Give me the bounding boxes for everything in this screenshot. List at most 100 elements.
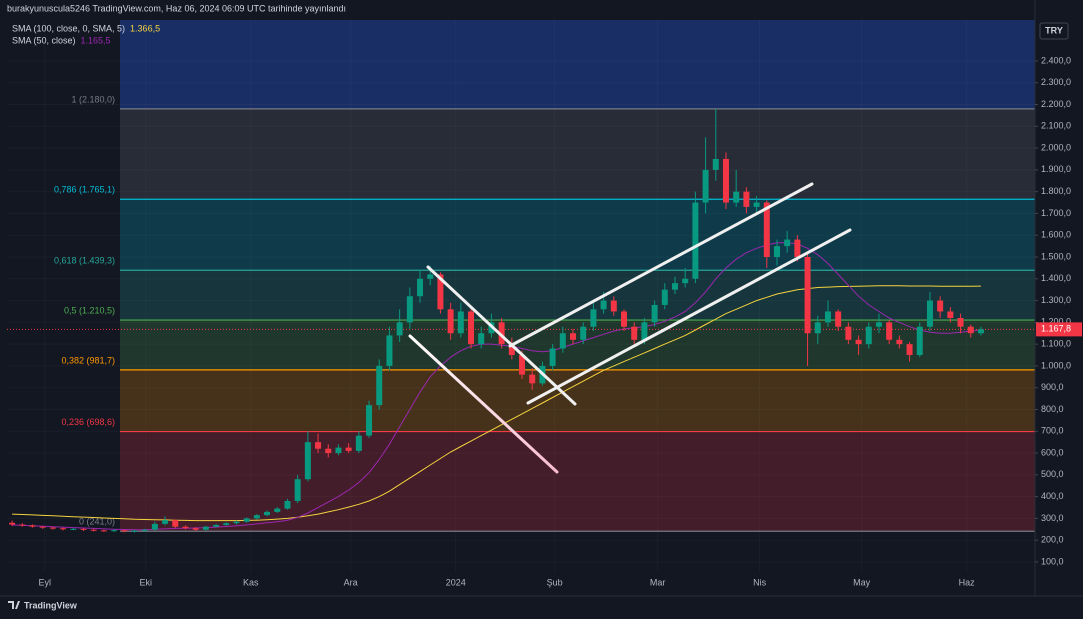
candle-body <box>621 311 628 327</box>
fib-band <box>120 431 1035 532</box>
legend-name: SMA (50, close) <box>12 35 76 45</box>
candle-body <box>70 528 77 530</box>
y-tick-label: 800,0 <box>1041 404 1064 414</box>
fib-label: 1 (2.180,0) <box>71 94 115 104</box>
candle-body <box>661 289 668 305</box>
last-price-tag <box>1036 322 1082 337</box>
y-tick-label: 700,0 <box>1041 426 1064 436</box>
candle-body <box>529 374 536 384</box>
candle-body <box>182 526 189 529</box>
candle-body <box>213 524 220 527</box>
y-tick-label: 1.400,0 <box>1041 273 1071 283</box>
fib-label: 0,382 (981,7) <box>61 355 115 365</box>
footer: TradingView <box>24 600 78 610</box>
fib-band <box>120 270 1035 321</box>
candle-body <box>172 520 179 527</box>
legend-value: 1.366,5 <box>130 23 160 33</box>
candle-body <box>804 257 811 334</box>
fib-label: 0,236 (698,6) <box>61 417 115 427</box>
fib-label: 0,786 (1.765,1) <box>54 185 115 195</box>
y-tick-label: 1.800,0 <box>1041 186 1071 196</box>
candle-body <box>366 405 373 436</box>
candle-body <box>355 435 362 451</box>
candle-body <box>192 528 199 530</box>
candle-body <box>274 508 281 512</box>
candle-body <box>325 448 332 454</box>
candle-body <box>570 333 577 340</box>
candle-body <box>559 333 566 349</box>
candle-body <box>386 335 393 366</box>
x-tick-label: Eki <box>139 577 152 587</box>
y-tick-label: 500,0 <box>1041 469 1064 479</box>
x-tick-label: 2024 <box>446 577 466 587</box>
axes: 100,0 200,0 300,0 400,0 500,0 600,0 700,0 800,0… <box>38 55 1082 587</box>
y-tick-label: 1.700,0 <box>1041 208 1071 218</box>
legend: SMA (100, close, 0, SMA, 5) 1.366,5 SMA (5… <box>12 23 160 45</box>
candle-body <box>284 500 291 509</box>
candle-body <box>49 527 56 529</box>
y-tick-label: 1.200,0 <box>1041 317 1071 327</box>
price-axis <box>1035 0 1083 596</box>
candle-body <box>692 202 699 279</box>
fib-band <box>120 108 1035 200</box>
candles <box>9 108 984 533</box>
candle-body <box>937 300 944 312</box>
candle-body <box>417 278 424 297</box>
candle-body <box>753 202 760 207</box>
currency: TRY <box>1045 25 1063 35</box>
candle-body <box>682 278 689 284</box>
fib-band <box>120 20 1035 109</box>
candle-body <box>763 202 770 258</box>
candle-body <box>376 365 383 406</box>
fib-band <box>120 199 1035 271</box>
candle-body <box>253 515 260 519</box>
candle-body <box>886 322 893 340</box>
candle-body <box>60 528 67 530</box>
y-tick-label: 1.900,0 <box>1041 164 1071 174</box>
y-tick-label: 2.100,0 <box>1041 121 1071 131</box>
candle-body <box>814 322 821 334</box>
y-tick-label: 1.300,0 <box>1041 295 1071 305</box>
x-tick-label: May <box>853 577 871 587</box>
x-tick-label: Kas <box>243 577 259 587</box>
candle-body <box>294 479 301 501</box>
candle-body <box>855 339 862 345</box>
currency-box[interactable] <box>1039 22 1069 40</box>
last-price-label: 1.167,8 <box>1041 324 1071 334</box>
candle-body <box>151 523 158 530</box>
trend-line <box>508 182 814 348</box>
candle-body <box>100 530 107 532</box>
y-tick-label: 100,0 <box>1041 556 1064 566</box>
candle-body <box>223 523 230 525</box>
sma-line <box>12 242 981 531</box>
candle-body <box>896 339 903 345</box>
x-tick-label: Ara <box>344 577 358 587</box>
candle-body <box>702 169 709 203</box>
candle-body <box>600 300 607 310</box>
fib-band <box>120 320 1035 370</box>
sma-line <box>12 285 981 522</box>
legend-name: SMA (100, close, 0, SMA, 5) <box>12 23 125 33</box>
y-tick-label: 400,0 <box>1041 491 1064 501</box>
candle-body <box>865 326 872 345</box>
candle-body <box>345 447 352 451</box>
candle-body <box>743 191 750 207</box>
x-tick-label: Eyl <box>38 577 51 587</box>
x-tick-label: Şub <box>547 577 563 587</box>
candle-body <box>9 522 16 525</box>
candle-body <box>162 520 169 524</box>
x-tick-label: Mar <box>650 577 666 587</box>
candle-body <box>733 191 740 203</box>
y-tick-label: 1.000,0 <box>1041 360 1071 370</box>
candle-body <box>396 322 403 336</box>
candle-body <box>580 326 587 340</box>
candle-body <box>906 344 913 356</box>
candle-body <box>967 326 974 334</box>
y-tick-label: 300,0 <box>1041 513 1064 523</box>
candle-body <box>335 447 342 454</box>
candle-body <box>926 300 933 327</box>
fib-label: 0 (241,0) <box>79 517 115 527</box>
candle-body <box>315 442 322 449</box>
candle-body <box>478 333 485 345</box>
